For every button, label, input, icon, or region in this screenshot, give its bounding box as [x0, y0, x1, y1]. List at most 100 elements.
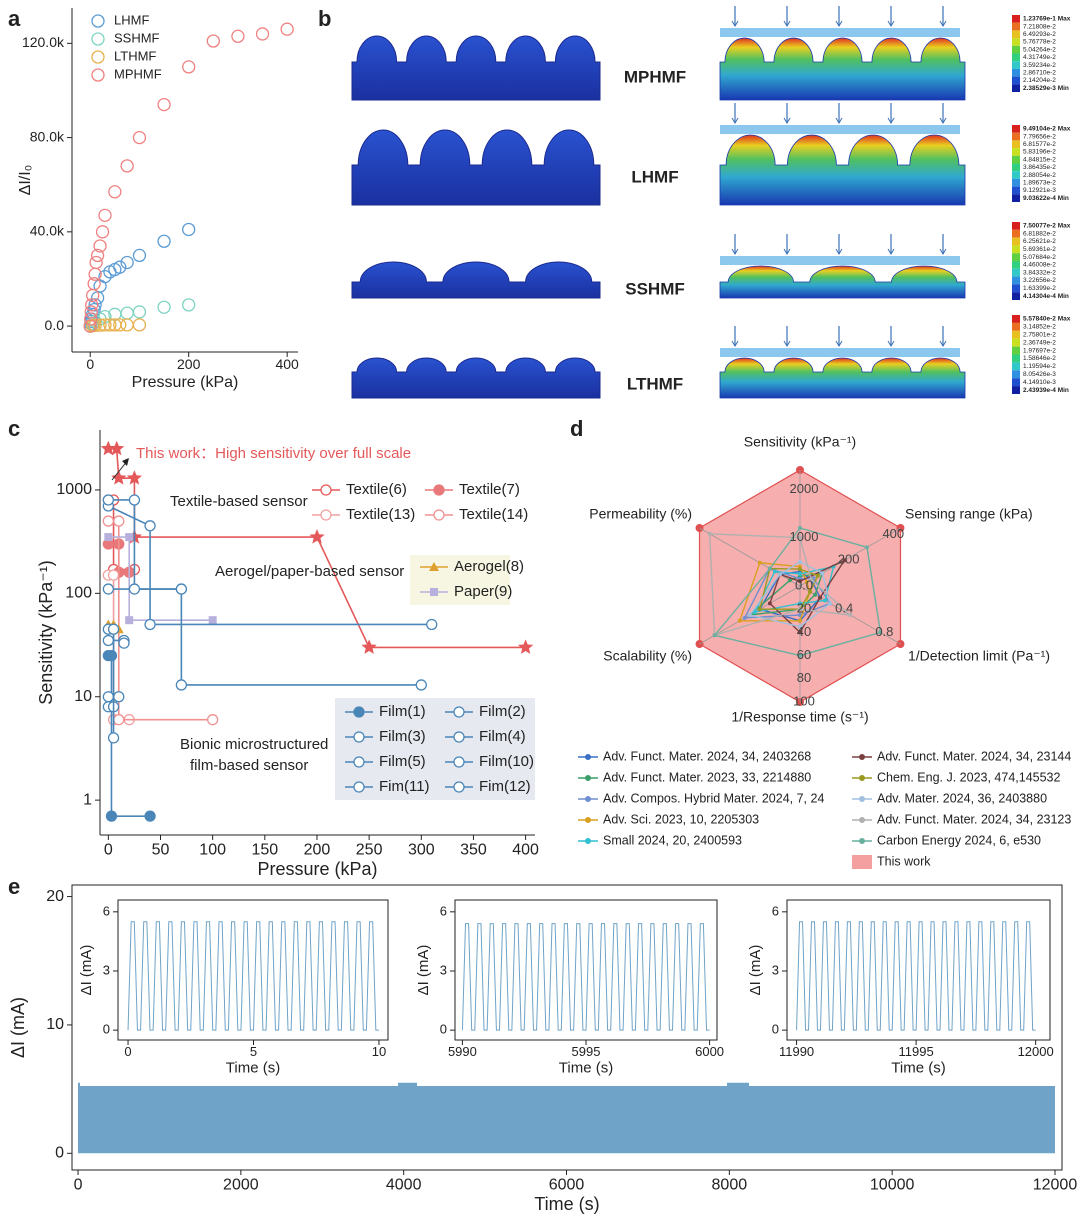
force-arrow-head	[939, 248, 947, 255]
plot-frame	[786, 899, 1051, 1041]
point	[83, 319, 97, 333]
legend-marker	[585, 817, 591, 823]
colorbar-label: 8.05426e-3	[1023, 371, 1056, 378]
x-tick-label: 11995	[899, 1044, 934, 1059]
colorbar-cell	[1012, 253, 1020, 261]
colorbar-cell	[1012, 386, 1020, 394]
legend-marker	[91, 32, 105, 46]
marker	[353, 756, 365, 768]
x-tick-label: 6000	[549, 1176, 585, 1193]
radar-point	[767, 601, 772, 606]
point	[90, 248, 105, 263]
inset-background	[80, 894, 398, 1086]
marker	[126, 470, 142, 485]
marker	[453, 706, 465, 718]
x-tick-label: 12000	[1033, 1176, 1078, 1193]
legend-marker	[91, 68, 105, 82]
colorbar-label: 2.75801e-2	[1023, 331, 1056, 338]
marker	[207, 714, 219, 726]
legend-label: Adv. Mater. 2024, 36, 2403880	[877, 791, 1047, 805]
marker	[102, 515, 114, 527]
marker	[320, 509, 332, 521]
radar-point	[813, 592, 818, 597]
radar-point	[747, 613, 752, 617]
marker	[128, 494, 141, 506]
x-tick-label: 0	[124, 1044, 131, 1059]
y-tick-label: 6	[103, 903, 110, 918]
radar-point	[798, 526, 802, 530]
marker	[107, 569, 120, 581]
force-arrow-head	[939, 340, 947, 347]
force-arrow-head	[835, 340, 843, 347]
point	[157, 300, 171, 314]
x-tick-label: 100	[199, 841, 226, 858]
colorbar-cell	[1012, 322, 1020, 331]
legend-label: This work	[877, 854, 931, 868]
colorbar-label: 3.86435e-2	[1023, 164, 1056, 171]
y-tick-label: 0	[103, 1022, 110, 1037]
x-tick-label: 12000	[1018, 1044, 1054, 1059]
model-shape	[351, 357, 601, 399]
y-tick-label: 100	[65, 585, 92, 602]
marker	[433, 509, 445, 521]
colorbar-label: 5.69361e-2	[1023, 246, 1056, 253]
panel-label: a	[8, 6, 21, 31]
area	[78, 1082, 1055, 1154]
colorbar-cell	[1012, 276, 1020, 285]
colorbar-label: 6.81577e-2	[1023, 141, 1056, 148]
radar-point	[798, 567, 802, 572]
marker	[353, 731, 365, 743]
radar-point	[798, 559, 802, 564]
radar-axis-label: Sensitivity (kPa⁻¹)	[744, 434, 856, 450]
y-tick-label: 6	[772, 903, 779, 918]
model-shape	[351, 35, 601, 101]
x-tick-label: 300	[408, 841, 435, 858]
point	[182, 298, 196, 312]
radar-point	[798, 607, 802, 612]
point	[231, 29, 245, 43]
legend-box	[410, 555, 510, 605]
radar-tick-label: 0.0	[795, 577, 813, 592]
colorbar-label: 9.49104e-2 Max	[1023, 126, 1071, 133]
colorbar-cell	[1012, 378, 1020, 387]
marker	[102, 634, 114, 647]
line	[108, 588, 422, 686]
legend-marker	[91, 14, 105, 28]
y-tick-label: 20	[46, 888, 64, 905]
legend-marker	[91, 50, 105, 64]
legend-label: Adv. Funct. Mater. 2024, 34, 23144	[877, 749, 1071, 763]
legend-label: Fim(11)	[379, 778, 430, 795]
legend-label: Textile(13)	[346, 506, 415, 523]
panel-label: c	[8, 416, 20, 441]
x-tick-label: 0	[86, 356, 94, 372]
legend-swatch	[852, 855, 872, 869]
x-axis-label: Pressure (kPa)	[257, 859, 377, 879]
x-tick-label: 5	[250, 1044, 257, 1059]
legend-label: Textile(6)	[346, 481, 407, 498]
radar-point	[777, 572, 782, 577]
colorbar-cell	[1012, 261, 1020, 269]
radar-tick-label: 2000	[790, 481, 819, 496]
colorbar-cell	[1012, 245, 1020, 254]
colorbar-cell	[1012, 315, 1020, 323]
legend-label: Film(5)	[379, 753, 426, 770]
stress-shape	[719, 37, 966, 101]
radar-point	[757, 560, 762, 565]
legend-marker	[585, 838, 591, 844]
colorbar-cell	[1012, 362, 1020, 371]
y-tick-label: 10	[74, 688, 92, 705]
marker	[125, 616, 134, 625]
stress-shape	[719, 134, 966, 206]
radar-point	[742, 615, 747, 620]
colorbar-label: 9.03622e-4 Min	[1023, 195, 1069, 202]
point	[132, 305, 147, 319]
compression-plate	[720, 348, 960, 357]
radar-point	[823, 598, 828, 603]
radar-point	[804, 580, 809, 585]
colorbar-label: 3.14852e-2	[1023, 324, 1056, 331]
annotation: film-based sensor	[190, 757, 308, 774]
x-axis-label: Time (s)	[534, 1194, 599, 1214]
colorbar-cell	[1012, 76, 1020, 85]
point	[98, 318, 112, 332]
